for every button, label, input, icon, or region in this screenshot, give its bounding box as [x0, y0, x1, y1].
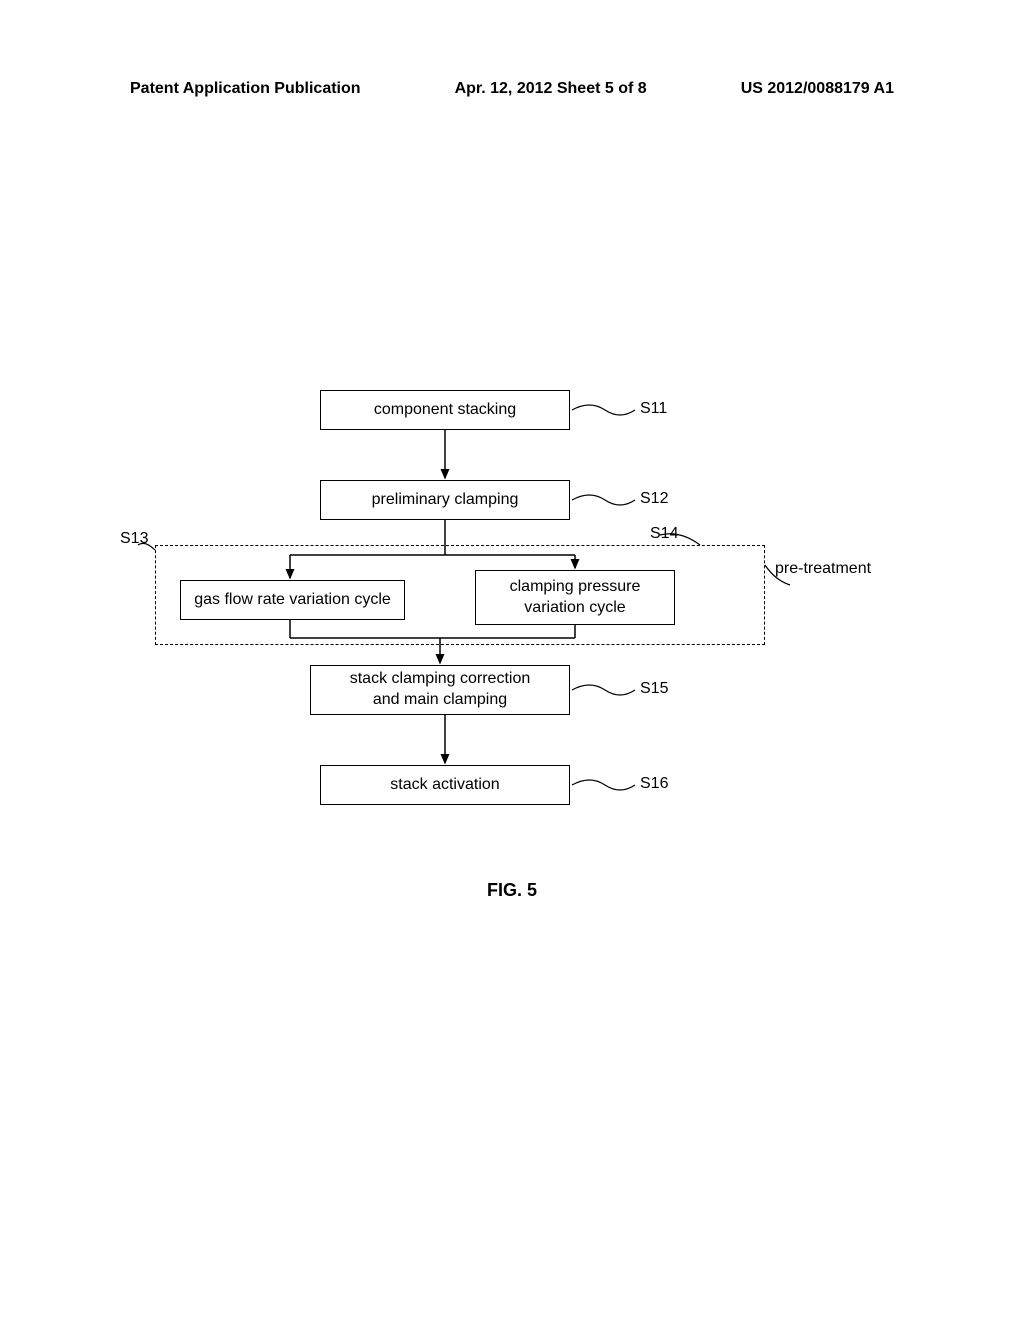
ref-s16: S16 [640, 775, 668, 793]
box-s14-text: clamping pressure variation cycle [510, 577, 641, 619]
ref-s12: S12 [640, 490, 668, 508]
ref-s11: S11 [640, 400, 667, 418]
pretreatment-label: pre-treatment [775, 560, 871, 578]
figure-label: FIG. 5 [487, 880, 537, 901]
box-s16: stack activation [320, 765, 570, 805]
box-s13-text: gas flow rate variation cycle [194, 590, 391, 611]
header-center: Apr. 12, 2012 Sheet 5 of 8 [455, 80, 647, 98]
header-right: US 2012/0088179 A1 [741, 80, 894, 98]
box-s14: clamping pressure variation cycle [475, 570, 675, 625]
box-s13: gas flow rate variation cycle [180, 580, 405, 620]
box-s16-text: stack activation [390, 775, 499, 796]
header-left: Patent Application Publication [130, 80, 361, 98]
box-s11-text: component stacking [374, 400, 516, 421]
page-header: Patent Application Publication Apr. 12, … [0, 80, 1024, 98]
box-s15-text: stack clamping correction and main clamp… [350, 669, 531, 711]
box-s12: preliminary clamping [320, 480, 570, 520]
box-s11: component stacking [320, 390, 570, 430]
ref-s15: S15 [640, 680, 668, 698]
ref-s13: S13 [120, 530, 148, 548]
box-s12-text: preliminary clamping [372, 490, 519, 511]
ref-s14: S14 [650, 525, 678, 543]
box-s15: stack clamping correction and main clamp… [310, 665, 570, 715]
